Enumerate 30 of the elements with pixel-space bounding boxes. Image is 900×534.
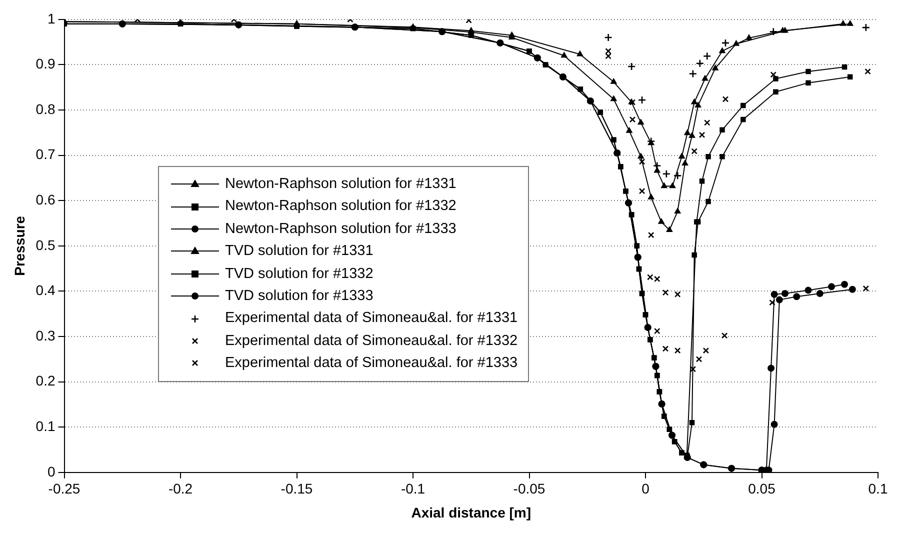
legend-label: Newton-Raphson solution for #1333 — [225, 220, 456, 239]
x-tick-label: 0.05 — [748, 480, 776, 497]
x-tick-label: -0.25 — [48, 480, 80, 497]
y-tick-label: 1 — [47, 10, 56, 26]
x-tick-label: 0 — [642, 480, 650, 497]
y-tick-label: 0.4 — [36, 282, 56, 298]
legend-label: Experimental data of Simoneau&al. for #1333 — [225, 354, 518, 374]
legend-label: TVD solution for #1332 — [225, 264, 374, 284]
legend-label: TVD solution for #1331 — [225, 242, 374, 262]
legend-label: Experimental data of Simoneau&al. for #1331 — [225, 309, 518, 328]
y-tick-label: 0.3 — [36, 327, 56, 344]
x-tick-label: -0.2 — [168, 480, 193, 497]
y-axis-title: Pressure — [11, 216, 28, 276]
y-tick-label: 0.8 — [36, 100, 56, 117]
x-tick-label: -0.05 — [513, 480, 546, 497]
legend-label: Newton-Raphson solution for #1332 — [225, 197, 456, 216]
y-tick-label: 0.2 — [36, 372, 56, 389]
y-tick-label: 0.7 — [36, 146, 56, 162]
x-axis-title: Axial distance [m] — [411, 504, 532, 520]
y-tick-label: 0.9 — [36, 56, 56, 72]
y-tick-label: 0.5 — [36, 236, 56, 253]
x-tick-label: 0.1 — [868, 480, 888, 497]
legend-label: Experimental data of Simoneau&al. for #1332 — [225, 332, 518, 351]
legend-label: TVD solution for #1333 — [225, 287, 374, 306]
legend-label: Newton-Raphson solution for #1331 — [225, 175, 456, 194]
y-tick-label: 0.6 — [36, 191, 56, 208]
y-tick-label: 0 — [47, 463, 56, 480]
y-tick-label: 0.1 — [36, 418, 56, 434]
x-tick-label: -0.1 — [400, 480, 426, 497]
x-tick-label: -0.15 — [280, 480, 313, 497]
